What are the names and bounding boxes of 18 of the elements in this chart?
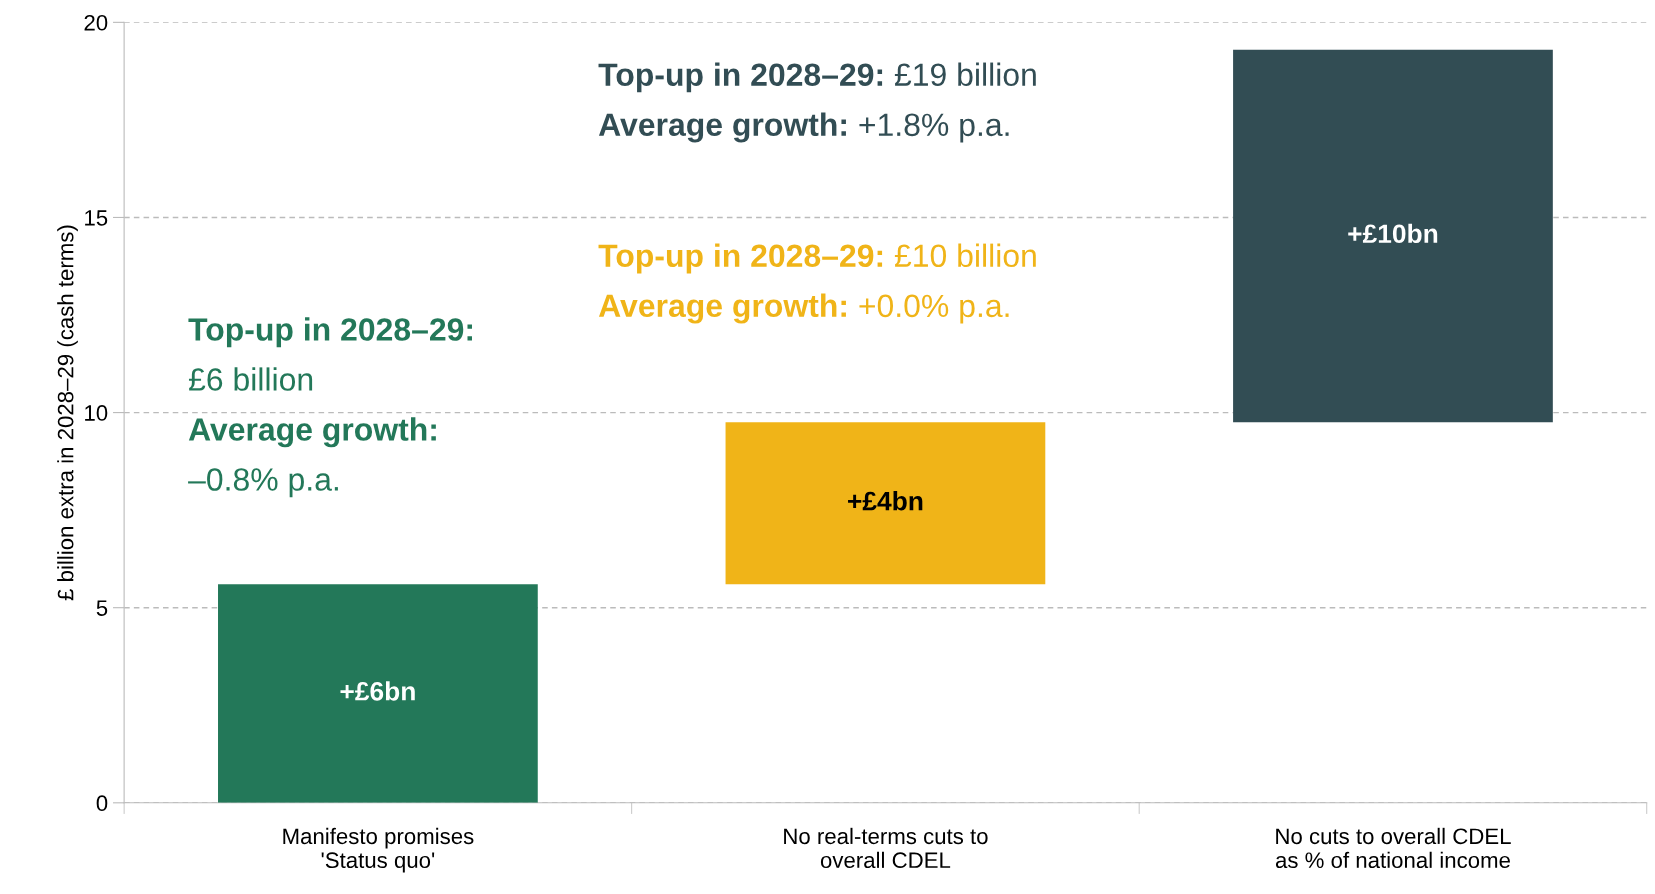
text: Top-up in 2028–29: £19 billion Average growth: +1.8% p.a. (598, 62, 1036, 143)
annotation: Top-up in 2028–29: £6 billion Average growth: –0.8% p.a. (188, 317, 472, 498)
text: Top-up in 2028–29: £10 billion Average growth: +0.0% p.a. (598, 243, 1036, 324)
x-tick-label: Manifesto promises 'Status quo' (283, 827, 474, 873)
bar (218, 584, 538, 803)
bar (1233, 49, 1553, 423)
y-tick-label: 10 (85, 405, 108, 421)
y-tick-label: 0 (96, 795, 108, 812)
y-axis-title: £ billion extra in 2028–29 (cash terms) (57, 225, 78, 601)
bar (725, 422, 1046, 585)
x-tick-label: No real-terms cuts to overall CDEL (784, 827, 988, 869)
data-label: +£6bn (340, 681, 415, 701)
x-tick-label: No cuts to overall CDEL as % of national income (1275, 827, 1511, 869)
y-tick-label: 5 (96, 600, 108, 616)
data-label: +£4bn (848, 491, 923, 511)
y-tick-label: 15 (85, 210, 108, 226)
data-label: +£10bn (1348, 223, 1438, 244)
y-tick-label: 20 (84, 14, 108, 31)
